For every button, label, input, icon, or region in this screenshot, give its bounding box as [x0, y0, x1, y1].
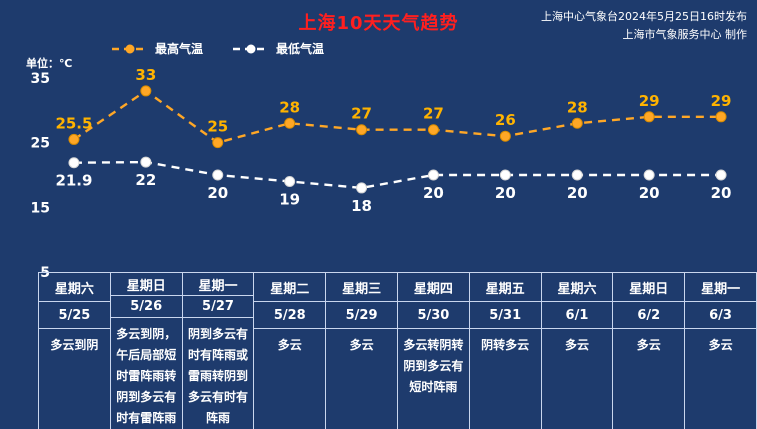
date-cell: 5/27 — [182, 296, 254, 318]
low-temp-point — [499, 169, 511, 181]
weekday-cell: 星期三 — [326, 273, 397, 302]
weather-cell: 多云 — [349, 338, 374, 352]
high-temp-value-label: 29 — [639, 92, 660, 110]
low-temp-line — [73, 160, 722, 190]
day-column: 星期日 6/2 多云 — [613, 273, 686, 429]
day-column: 星期六 6/1 多云 — [541, 273, 614, 429]
date-cell: 5/26 — [110, 296, 182, 318]
day-column: 星期一 5/27 阴到多云有时有阵雨或雷雨转阴到多云有时有阵雨 — [182, 273, 255, 429]
day-column: 星期一 6/3 多云 — [685, 273, 757, 429]
legend-label-low: 最低气温 — [276, 42, 325, 56]
weather-cell: 多云 — [708, 338, 733, 352]
low-temp-point — [427, 169, 439, 181]
low-temp-point — [356, 182, 368, 194]
low-temp-line-marker-icon — [233, 44, 270, 53]
source-block: 上海中心气象台2024年5月25日16时发布 上海市气象服务中心 制作 — [541, 8, 747, 44]
weather-cell: 多云 — [564, 338, 589, 352]
date-cell: 6/2 — [613, 302, 685, 329]
day-column: 星期二 5/28 多云 — [254, 273, 327, 429]
weather-cell: 阴到多云有时有阵雨或雷雨转阴到多云有时有阵雨 — [187, 327, 248, 425]
day-column: 星期五 5/31 阴转多云 — [469, 273, 542, 429]
low-temp-value-label: 20 — [495, 184, 516, 202]
low-temp-point — [68, 157, 80, 169]
low-temp-value-label: 20 — [567, 184, 588, 202]
high-temp-value-label: 27 — [351, 105, 372, 123]
low-temp-value-label: 18 — [351, 197, 372, 215]
high-temp-point — [643, 111, 655, 123]
source-line-1: 上海中心气象台2024年5月25日16时发布 — [541, 10, 747, 23]
date-cell: 6/3 — [685, 302, 756, 329]
high-temp-value-label: 29 — [711, 92, 732, 110]
weekday-cell: 星期六 — [541, 273, 613, 302]
source-line-2: 上海市气象服务中心 制作 — [622, 28, 748, 41]
high-temp-point — [68, 133, 80, 145]
low-temp-point — [715, 169, 727, 181]
high-temp-point — [571, 117, 583, 129]
high-temp-value-label: 26 — [495, 111, 516, 129]
day-column: 星期四 5/30 多云转阴转阴到多云有短时阵雨 — [397, 273, 470, 429]
day-column: 星期日 5/26 多云到阴，午后局部短时雷阵雨转阴到多云有时有雷阵雨 — [110, 273, 183, 429]
high-temp-value-label: 27 — [423, 105, 444, 123]
high-temp-point — [427, 124, 439, 136]
low-temp-point — [284, 175, 296, 187]
day-column: 星期三 5/29 多云 — [326, 273, 398, 429]
unit-label: 单位：℃ — [26, 57, 73, 70]
weekday-cell: 星期四 — [397, 273, 469, 302]
high-temp-point — [140, 85, 152, 97]
weekday-cell: 星期日 — [613, 273, 685, 302]
date-cell: 5/30 — [397, 302, 469, 329]
high-temp-value-label: 25.5 — [55, 114, 92, 132]
weather-cell: 多云 — [277, 338, 302, 352]
weather-cell: 多云到阴，午后局部短时雷阵雨转阴到多云有时有雷阵雨 — [116, 327, 177, 425]
weekday-cell: 星期六 — [39, 273, 110, 302]
chart-legend: 最高气温 最低气温 — [112, 40, 324, 57]
low-temp-value-label: 20 — [207, 184, 228, 202]
date-cell: 6/1 — [541, 302, 613, 329]
low-temp-point — [643, 169, 655, 181]
low-temp-value-label: 20 — [423, 184, 444, 202]
low-temp-point — [571, 169, 583, 181]
date-cell: 5/28 — [254, 302, 326, 329]
high-temp-value-label: 33 — [135, 66, 156, 84]
y-axis-tick-label: 15 — [31, 200, 50, 216]
low-temp-value-label: 20 — [711, 184, 732, 202]
weekday-cell: 星期一 — [182, 273, 254, 297]
high-temp-line — [73, 89, 722, 144]
forecast-table: 星期六 5/25 多云到阴 星期日 5/26 多云到阴，午后局部短时雷阵雨转阴到多云有时有… — [38, 272, 757, 429]
high-temp-point — [356, 124, 368, 136]
low-temp-value-label: 21.9 — [55, 172, 92, 190]
date-cell: 5/25 — [39, 302, 110, 329]
low-temp-point — [140, 156, 152, 168]
low-temp-point — [212, 169, 224, 181]
weather-cell: 阴转多云 — [481, 338, 530, 352]
legend-item-high-temp: 最高气温 — [112, 40, 203, 57]
high-temp-value-label: 28 — [279, 98, 300, 116]
day-column: 星期六 5/25 多云到阴 — [39, 273, 111, 429]
high-temp-point — [499, 130, 511, 142]
weekday-cell: 星期五 — [469, 273, 541, 302]
weekday-cell: 星期日 — [110, 273, 182, 297]
high-temp-point — [212, 137, 224, 149]
weather-cell: 多云转阴转阴到多云有短时阵雨 — [403, 338, 464, 394]
high-temp-point — [284, 117, 296, 129]
high-temp-line-marker-icon — [112, 44, 148, 53]
weekday-cell: 星期二 — [254, 273, 326, 302]
low-temp-value-label: 19 — [279, 190, 300, 208]
high-temp-value-label: 28 — [567, 98, 588, 116]
high-temp-value-label: 25 — [207, 118, 228, 136]
legend-item-low-temp: 最低气温 — [233, 40, 324, 57]
weather-cell: 多云到阴 — [50, 338, 99, 352]
date-cell: 5/31 — [469, 302, 541, 329]
y-axis-tick-label: 35 — [31, 71, 50, 87]
high-temp-point — [715, 111, 727, 123]
low-temp-value-label: 20 — [639, 184, 660, 202]
legend-label-high: 最高气温 — [155, 42, 204, 56]
weekday-cell: 星期一 — [685, 273, 756, 302]
low-temp-value-label: 22 — [135, 171, 156, 189]
date-cell: 5/29 — [326, 302, 397, 329]
weather-cell: 多云 — [636, 338, 661, 352]
y-axis-tick-label: 25 — [31, 136, 50, 152]
page-title: 上海10天天气趋势 — [298, 13, 459, 34]
